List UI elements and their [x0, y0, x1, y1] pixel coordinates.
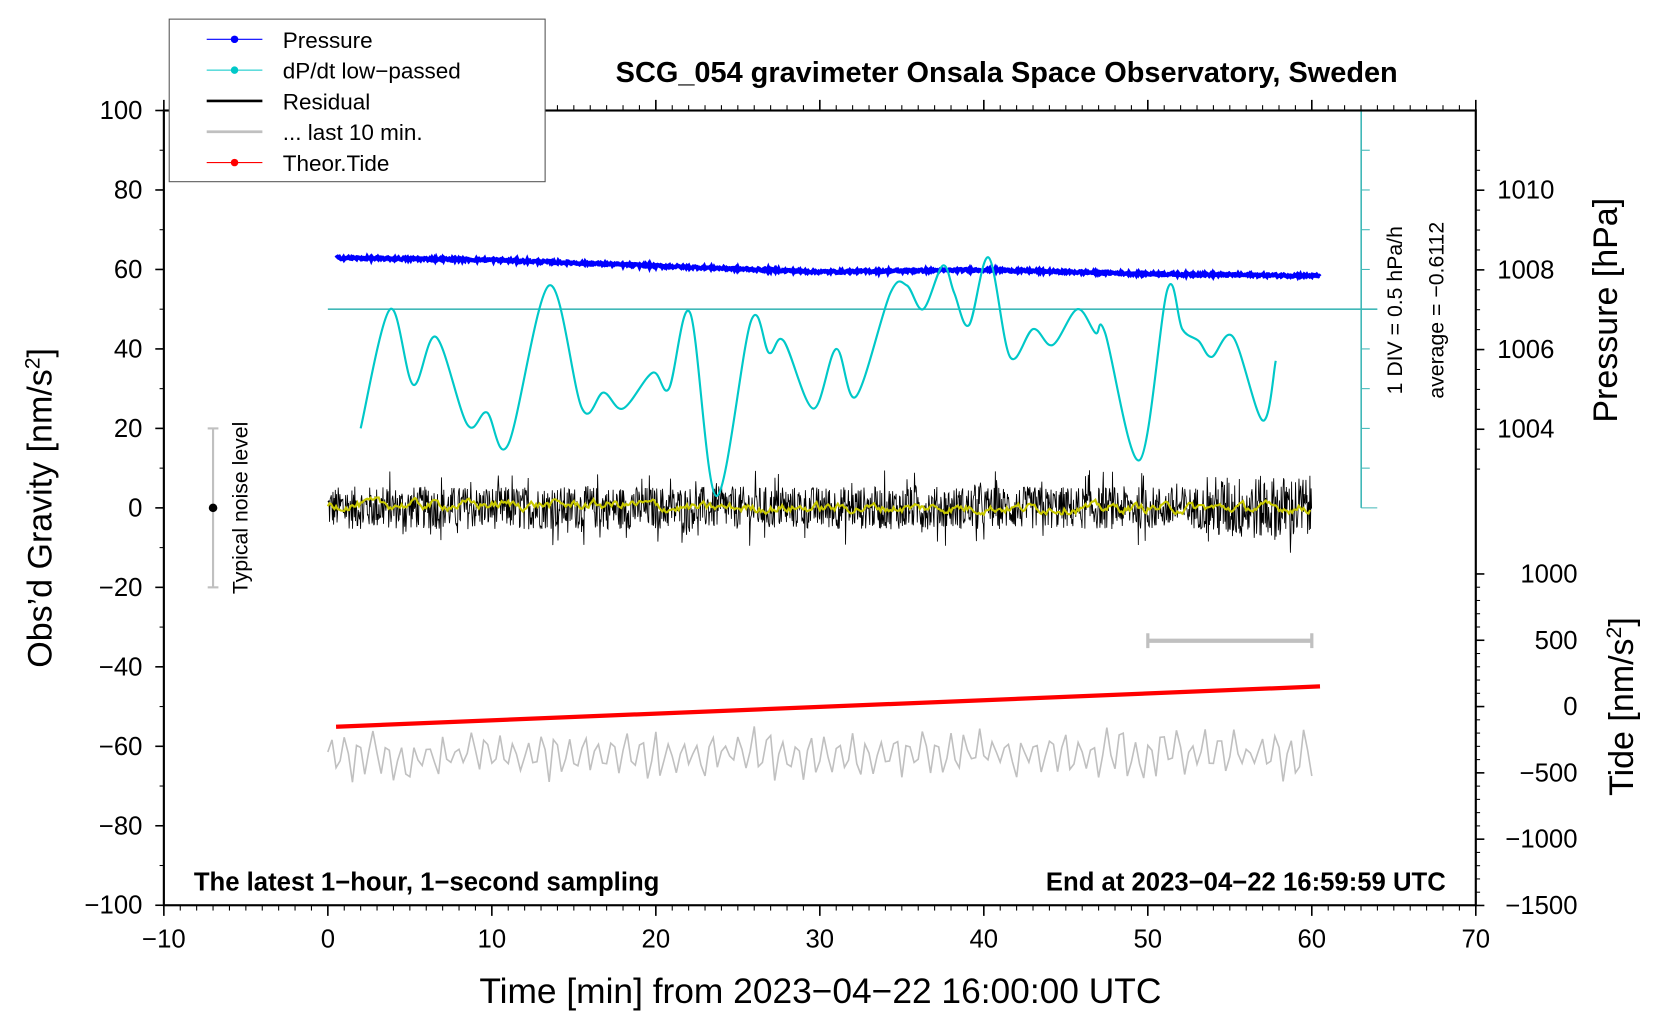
- div-label: 1 DIV = 0.5 hPa/h: [1383, 226, 1407, 394]
- pressure-tick-label: 1004: [1497, 416, 1554, 444]
- y-axis-label-pressure: Pressure [hPa]: [1587, 198, 1625, 423]
- pressure-tick-label: 1008: [1497, 256, 1554, 284]
- tide-tick-label: 1000: [1520, 561, 1577, 589]
- x-tick-label: 40: [970, 926, 999, 954]
- tide-tick-label: −1500: [1505, 892, 1577, 920]
- y-tick-label: 20: [114, 415, 143, 443]
- y-tick-label: 0: [128, 494, 142, 522]
- y-axis-label-tide: Tide [nm/s2]: [1602, 617, 1641, 796]
- y-tick-label: −20: [99, 574, 143, 602]
- x-tick-label: 60: [1298, 926, 1327, 954]
- annotation-bottom-left: The latest 1−hour, 1−second sampling: [194, 868, 660, 896]
- legend-label: Pressure: [283, 28, 373, 53]
- annotation-bottom-right: End at 2023−04−22 16:59:59 UTC: [1046, 868, 1446, 896]
- legend-label: dP/dt low−passed: [283, 59, 461, 84]
- legend-label: Theor.Tide: [283, 151, 390, 176]
- average-label: average = −0.6112: [1425, 222, 1449, 399]
- x-tick-label: 20: [642, 926, 671, 954]
- legend-marker: [230, 66, 239, 74]
- y-tick-label: −60: [99, 733, 143, 761]
- dpdt-line: [359, 256, 1277, 498]
- pressure-line: [334, 252, 1322, 282]
- x-tick-label: 0: [321, 926, 335, 954]
- x-tick-label: 30: [806, 926, 835, 954]
- y-tick-label: 60: [114, 256, 143, 284]
- chart-title: SCG_054 gravimeter Onsala Space Observat…: [616, 57, 1398, 89]
- tide-tick-label: 0: [1563, 693, 1577, 721]
- tide-tick-label: −500: [1520, 759, 1578, 787]
- legend-marker: [230, 158, 239, 167]
- last-10-min-line: [327, 726, 1313, 783]
- tide-line: [335, 684, 1321, 729]
- legend-label: ... last 10 min.: [283, 120, 423, 145]
- x-tick-label: −10: [142, 926, 186, 954]
- x-tick-label: 70: [1462, 926, 1491, 954]
- x-tick-label: 50: [1134, 926, 1163, 954]
- x-axis-label: Time [min] from 2023−04−22 16:00:00 UTC: [479, 972, 1161, 1011]
- x-tick-label: 10: [478, 926, 507, 954]
- tide-tick-label: 500: [1535, 627, 1578, 655]
- y-tick-label: 80: [114, 177, 143, 205]
- y-tick-label: 40: [114, 336, 143, 364]
- pressure-tick-label: 1010: [1497, 177, 1554, 205]
- legend: Pressure dP/dt low−passed Residual ... last…: [168, 18, 546, 183]
- y-tick-label: −80: [99, 812, 143, 840]
- legend-label: Residual: [283, 90, 370, 115]
- y-tick-label: −100: [85, 892, 143, 920]
- y-tick-label: −40: [99, 653, 143, 681]
- y-axis-label-left: Obs’d Gravity [nm/s2]: [20, 348, 59, 668]
- y-tick-label: 100: [100, 97, 143, 125]
- residual-line: [327, 470, 1313, 553]
- legend-marker: [230, 35, 239, 44]
- residual-smoothed-line: [326, 496, 1312, 517]
- noise-level-label: Typical noise level: [228, 422, 252, 594]
- noise-level-dot: [208, 503, 218, 513]
- pressure-tick-label: 1006: [1497, 336, 1554, 364]
- tide-tick-label: −1000: [1505, 826, 1577, 854]
